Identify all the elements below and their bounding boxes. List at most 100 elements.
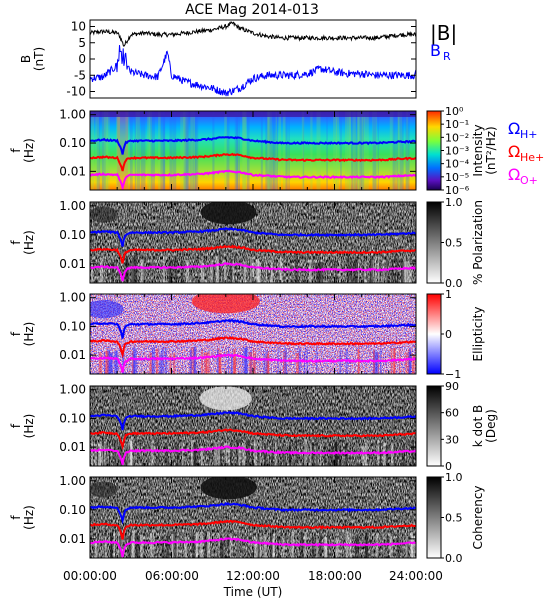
heatmap-image bbox=[90, 477, 416, 558]
heatmap-streak bbox=[244, 111, 247, 190]
colorbar-unit: (Deg) bbox=[484, 409, 498, 443]
heatmap-streak bbox=[193, 346, 197, 374]
legend-gyrofrequency-subscript: He+ bbox=[520, 151, 544, 164]
heatmap-streak bbox=[136, 531, 139, 558]
heatmap-streak bbox=[352, 260, 356, 283]
heatmap-streak bbox=[190, 347, 192, 374]
heatmap-streak bbox=[189, 349, 193, 374]
heatmap-streak bbox=[304, 442, 307, 466]
heatmap-streak bbox=[204, 352, 208, 374]
heatmap-streak bbox=[269, 111, 275, 190]
heatmap-streak bbox=[226, 111, 230, 190]
heatmap-streak bbox=[389, 532, 391, 558]
heatmap-streak bbox=[411, 354, 415, 374]
colorbar-unit: (nT²/Hz) bbox=[484, 126, 498, 174]
y-axis-label: f bbox=[9, 331, 23, 336]
heatmap-streak bbox=[339, 351, 342, 374]
heatmap-streak bbox=[289, 445, 291, 466]
heatmap-streak bbox=[335, 262, 337, 283]
heatmap-streak bbox=[379, 442, 381, 466]
heatmap-streak bbox=[201, 349, 204, 374]
heatmap-streak bbox=[94, 444, 98, 466]
heatmap-streak bbox=[259, 440, 261, 466]
colorbar-tick-label: 10⁻³ bbox=[445, 145, 469, 158]
colorbar-tick-label: 10⁻¹ bbox=[445, 118, 469, 131]
heatmap-streak bbox=[206, 531, 210, 558]
heatmap-streak bbox=[359, 111, 362, 190]
heatmap-streak bbox=[302, 111, 305, 190]
heatmap-streak bbox=[353, 111, 359, 190]
heatmap-streak bbox=[96, 445, 99, 466]
heatmap-streak bbox=[325, 537, 328, 558]
heatmap-streak bbox=[405, 111, 410, 190]
heatmap-streak bbox=[107, 349, 110, 374]
y-axis-unit: (Hz) bbox=[22, 414, 36, 439]
heatmap-streak bbox=[169, 353, 172, 374]
heatmap-streak bbox=[152, 347, 156, 374]
heatmap-streak bbox=[233, 353, 237, 374]
heatmap-streak bbox=[159, 354, 162, 374]
heatmap-streak bbox=[218, 532, 220, 558]
heatmap-streak bbox=[361, 111, 365, 190]
heatmap-streak bbox=[94, 537, 98, 558]
colorbar-tick-label: 10⁰ bbox=[445, 105, 464, 118]
heatmap-streak bbox=[192, 347, 195, 374]
heatmap-streak bbox=[354, 258, 358, 283]
heatmap-streak bbox=[380, 349, 382, 374]
heatmap-streak bbox=[386, 258, 388, 283]
heatmap-streak bbox=[224, 111, 227, 190]
heatmap-streak bbox=[193, 444, 196, 466]
gyrofrequency-line-he-plus bbox=[90, 244, 416, 264]
y-tick-label: 0.01 bbox=[59, 532, 86, 546]
heatmap-streak bbox=[142, 259, 146, 283]
heatmap-streak bbox=[236, 530, 240, 558]
heatmap-streak bbox=[126, 441, 129, 466]
y-tick-label: -10 bbox=[66, 85, 86, 99]
gyrofrequency-line-o-plus bbox=[90, 169, 416, 190]
heatmap-streak bbox=[125, 255, 127, 281]
heatmap-streak bbox=[402, 443, 405, 466]
heatmap-image bbox=[90, 294, 416, 374]
heatmap-streak bbox=[172, 111, 177, 190]
heatmap-streak bbox=[230, 442, 232, 466]
heatmap-streak bbox=[265, 111, 270, 190]
heatmap-streak bbox=[193, 346, 196, 374]
heatmap-streak bbox=[304, 531, 307, 558]
heatmap-streak bbox=[374, 352, 378, 374]
heatmap-streak bbox=[411, 441, 415, 466]
heatmap-streak bbox=[377, 352, 379, 374]
heatmap-streak bbox=[200, 260, 203, 283]
heatmap-streak bbox=[196, 444, 198, 466]
y-tick-label: 0.10 bbox=[59, 319, 86, 333]
heatmap-streak bbox=[238, 111, 241, 190]
y-axis-unit: (Hz) bbox=[22, 322, 36, 347]
y-tick-label: 0.01 bbox=[59, 348, 86, 362]
heatmap-streak bbox=[263, 534, 267, 558]
heatmap-streak bbox=[118, 111, 120, 190]
heatmap-streak bbox=[175, 530, 177, 558]
heatmap-streak bbox=[182, 111, 187, 190]
heatmap-streak bbox=[122, 349, 124, 374]
colorbar-tick-label: −1 bbox=[445, 368, 461, 381]
colorbar-label: Intensity bbox=[471, 124, 485, 176]
heatmap-streak bbox=[349, 532, 352, 558]
heatmap-streak bbox=[109, 442, 111, 466]
heatmap-streak bbox=[407, 349, 410, 374]
gyrofrequency-line-o-plus bbox=[90, 537, 416, 558]
heatmap-streak bbox=[345, 111, 348, 190]
heatmap-streak bbox=[318, 262, 322, 283]
heatmap-streak bbox=[266, 353, 269, 374]
heatmap-streak bbox=[157, 438, 160, 466]
y-tick-label: 0.10 bbox=[59, 503, 86, 517]
gyrofrequency-line-o-plus bbox=[90, 445, 416, 465]
heatmap-streak bbox=[340, 111, 342, 190]
gyrofrequency-line-he-plus bbox=[90, 152, 416, 172]
heatmap-streak bbox=[270, 259, 272, 283]
heatmap-streak bbox=[397, 537, 400, 558]
y-tick-label: -5 bbox=[74, 68, 86, 82]
y-tick-label: 1.00 bbox=[59, 383, 86, 397]
y-tick-label: 0.01 bbox=[59, 257, 86, 271]
gyrofrequency-line-he-plus bbox=[90, 336, 416, 359]
heatmap-streak bbox=[402, 262, 404, 283]
heatmap-streak bbox=[370, 259, 374, 283]
